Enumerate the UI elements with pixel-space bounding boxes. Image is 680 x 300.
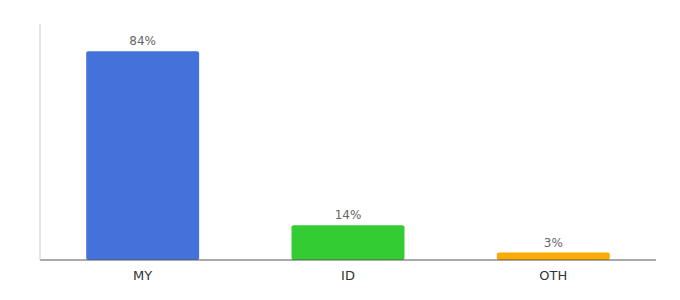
x-tick-label: ID	[341, 268, 355, 283]
bar	[292, 225, 405, 260]
data-label: 84%	[129, 34, 156, 48]
x-axis-line	[40, 260, 656, 261]
data-label: 14%	[335, 208, 362, 222]
bar	[86, 51, 199, 260]
x-tick-label: MY	[133, 268, 152, 283]
bars	[86, 51, 610, 260]
y-axis-line	[40, 24, 41, 260]
bar	[497, 253, 610, 260]
x-tick-label: OTH	[539, 268, 567, 283]
data-label: 3%	[544, 236, 563, 250]
chart-svg: MY ID OTH 84% 14% 3%	[0, 0, 680, 300]
chart-container: MY ID OTH 84% 14% 3%	[0, 0, 680, 300]
